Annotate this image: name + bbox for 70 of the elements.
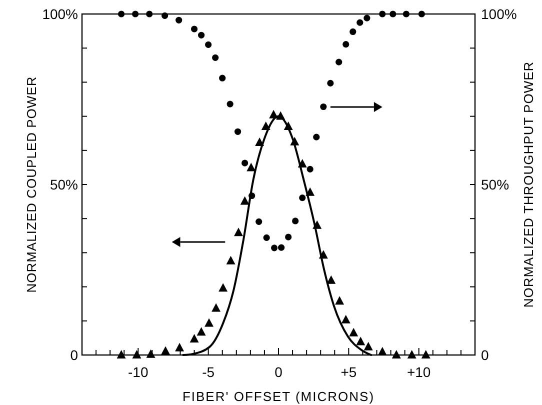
x-axis-title: FIBER' OFFSET (MICRONS): [182, 389, 375, 404]
point: [132, 350, 142, 358]
x-tick-label: -5: [202, 364, 215, 380]
x-tick-label: +10: [406, 364, 431, 380]
point: [336, 58, 342, 66]
y-axis-title: NORMALIZED COUPLED POWER: [24, 76, 39, 293]
point: [218, 283, 228, 292]
point: [421, 350, 430, 358]
point: [356, 19, 364, 26]
point: [356, 336, 366, 346]
point: [299, 194, 306, 202]
point: [285, 234, 292, 240]
point: [212, 54, 219, 61]
point: [263, 234, 270, 241]
point: [364, 342, 373, 350]
point: [349, 328, 358, 336]
point: [378, 346, 387, 356]
point: [162, 12, 168, 20]
point: [176, 16, 182, 24]
point: [219, 74, 226, 82]
y2-axis-title: NORMALIZED THROUGHPUT POWER: [521, 61, 536, 308]
point: [198, 32, 205, 38]
point: [175, 342, 184, 352]
point: [402, 10, 410, 18]
point: [342, 41, 350, 48]
point: [146, 10, 153, 18]
point: [341, 314, 350, 324]
point: [418, 10, 425, 18]
point: [242, 160, 248, 166]
point: [390, 10, 396, 18]
point: [234, 128, 242, 135]
point: [205, 41, 212, 48]
point: [196, 327, 206, 336]
point: [326, 275, 336, 284]
point: [132, 10, 139, 18]
y2-tick-label: 50%: [481, 176, 510, 192]
y-tick-label: 50%: [50, 176, 78, 192]
point: [392, 350, 401, 358]
x-tick-label: 0: [274, 364, 283, 380]
point: [161, 346, 170, 355]
x-tick-label: -10: [128, 364, 148, 380]
y2-tick-label: 100%: [481, 6, 517, 22]
point: [226, 256, 236, 264]
point: [234, 228, 243, 236]
point: [407, 350, 416, 358]
y2-tick-label: 0: [481, 347, 489, 363]
point: [212, 303, 221, 312]
point: [190, 334, 199, 342]
point: [327, 80, 334, 87]
point: [226, 100, 234, 108]
point: [118, 10, 125, 18]
point: [256, 218, 262, 225]
point: [306, 166, 314, 172]
point: [364, 14, 370, 22]
point: [335, 296, 344, 305]
point: [190, 26, 198, 32]
point: [292, 218, 299, 224]
point: [379, 10, 386, 18]
point: [204, 318, 214, 327]
y-tick-label: 100%: [42, 6, 78, 22]
point: [320, 103, 327, 110]
point: [270, 244, 278, 252]
x-tick-label: +5: [340, 364, 357, 380]
point: [240, 196, 250, 205]
point: [116, 350, 126, 358]
y-tick-label: 0: [70, 347, 78, 363]
point: [278, 244, 285, 251]
point: [313, 134, 320, 140]
point: [350, 28, 356, 36]
point: [146, 349, 156, 358]
